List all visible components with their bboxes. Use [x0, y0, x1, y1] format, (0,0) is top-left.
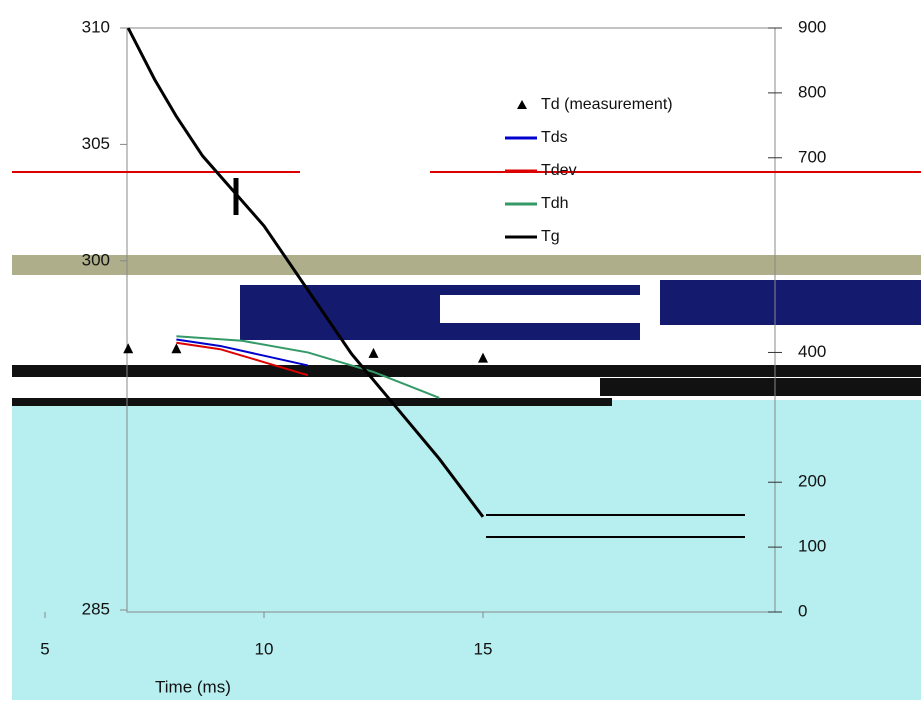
legend-swatch — [517, 100, 527, 109]
series-line — [126, 27, 485, 518]
data-point — [478, 352, 488, 363]
glitch-band — [660, 280, 921, 325]
glitch-band — [12, 365, 921, 377]
x-tick-label: 15 — [474, 639, 493, 658]
y-tick-label: 285 — [82, 599, 110, 618]
y-tick-label: 305 — [82, 134, 110, 153]
x-tick-label: 5 — [40, 639, 49, 658]
glitch-band — [12, 398, 612, 406]
legend: Td (measurement) Tds Tdev Tdh Tg — [505, 96, 673, 245]
y2-tick-label: 400 — [798, 342, 826, 361]
legend-label: Tds — [541, 129, 568, 146]
y2-tick-label: 800 — [798, 82, 826, 101]
series-line — [176, 335, 440, 399]
y2-tick-label: 200 — [798, 472, 826, 491]
series-line — [176, 341, 309, 377]
legend-label: Tdh — [541, 195, 569, 212]
plot-frame — [126, 27, 776, 613]
y2-tick-label: 700 — [798, 147, 826, 166]
glitch-band — [600, 378, 921, 396]
x-tick-label: 10 — [255, 639, 274, 658]
y2-tick-label: 900 — [798, 17, 826, 36]
data-point — [123, 343, 134, 354]
y2-tick-label: 0 — [798, 601, 807, 620]
series-line — [176, 338, 309, 367]
x-axis-label: Time (ms) — [155, 677, 231, 696]
glitch-band — [440, 295, 670, 323]
y-tick-label: 300 — [82, 250, 110, 269]
legend-label: Tg — [541, 228, 560, 245]
glitch-band — [12, 255, 921, 275]
legend-label: Tdev — [541, 162, 577, 179]
data-point — [171, 343, 182, 354]
data-point — [368, 347, 379, 358]
background-band — [12, 400, 921, 700]
y-tick-label: 310 — [82, 17, 110, 36]
legend-label: Td (measurement) — [541, 96, 673, 113]
y2-tick-label: 100 — [798, 537, 826, 556]
